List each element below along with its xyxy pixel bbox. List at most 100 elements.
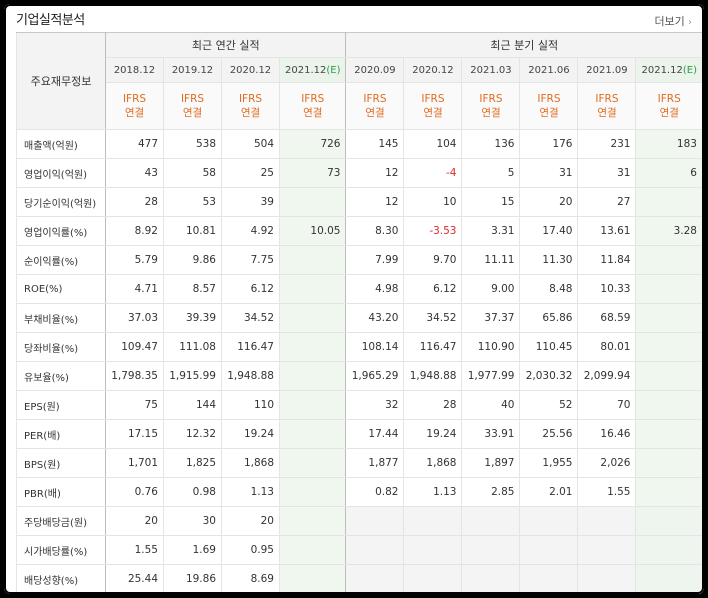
ifrs-consolidated-label: 연결 (659, 107, 679, 119)
quarter-value-cell: 27 (577, 187, 637, 217)
quarter-value-cell: 12 (345, 158, 405, 188)
annual-value-cell: 111.08 (163, 332, 222, 362)
more-link[interactable]: 더보기 › (654, 13, 692, 29)
annual-value-cell: 0.76 (105, 477, 164, 507)
annual-period-header: 2021.12(E) (279, 57, 347, 83)
quarter-period-header: 2021.06 (519, 57, 579, 83)
ifrs-basis: IFRS 연결 (519, 82, 579, 130)
period-label: 2021.12 (285, 64, 327, 76)
table-row: 매출액(억원) 477 538 504 726 145 104 136 176 231 183 (16, 129, 703, 159)
quarter-value-cell: 183 (635, 129, 703, 159)
ifrs-basis: IFRS 연결 (461, 82, 521, 130)
annual-value-cell: 39 (221, 187, 280, 217)
annual-value-cell: 8.69 (221, 564, 280, 594)
quarter-value-cell: 25.56 (519, 419, 579, 449)
quarter-value-cell (345, 535, 405, 565)
annual-value-cell: 20 (221, 506, 280, 536)
annual-value-cell: 39.39 (163, 303, 222, 333)
annual-value-cell: 25 (221, 158, 280, 188)
quarter-value-cell: 2.85 (461, 477, 521, 507)
annual-value-cell: 0.95 (221, 535, 280, 565)
row-label: 영업이익률(%) (16, 216, 106, 246)
quarter-value-cell: 11.84 (577, 245, 637, 275)
quarter-value-cell (635, 448, 703, 478)
quarter-value-cell: 43.20 (345, 303, 405, 333)
ifrs-basis: IFRS 연결 (221, 82, 280, 130)
row-label: 순이익률(%) (16, 245, 106, 275)
row-label: 시가배당률(%) (16, 535, 106, 565)
annual-period-header: 2018.12 (105, 57, 164, 83)
ifrs-consolidated-label: 연결 (423, 107, 443, 119)
quarter-value-cell (635, 332, 703, 362)
table-row: 순이익률(%) 5.79 9.86 7.75 7.99 9.70 11.11 11.30 11.… (16, 245, 703, 275)
quarter-value-cell: 2,099.94 (577, 361, 637, 391)
quarter-value-cell: -4 (403, 158, 463, 188)
quarter-value-cell: 34.52 (403, 303, 463, 333)
annual-value-cell (279, 187, 347, 217)
corner-header: 주요재무정보 (16, 32, 106, 130)
row-label: 영업이익(억원) (16, 158, 106, 188)
quarter-value-cell (403, 535, 463, 565)
annual-value-cell: 73 (279, 158, 347, 188)
quarter-value-cell (635, 535, 703, 565)
quarter-value-cell: 1,977.99 (461, 361, 521, 391)
ifrs-consolidated-label: 연결 (240, 107, 261, 119)
quarter-value-cell: 31 (577, 158, 637, 188)
period-label: 2021.03 (470, 64, 512, 76)
quarter-value-cell (461, 564, 521, 594)
quarter-value-cell: 28 (403, 390, 463, 420)
row-label: 유보율(%) (16, 361, 106, 391)
quarter-value-cell (635, 564, 703, 594)
quarter-period-header: 2020.09 (345, 57, 405, 83)
quarter-value-cell: 1,965.29 (345, 361, 405, 391)
quarter-value-cell (635, 274, 703, 304)
annual-value-cell: 0.98 (163, 477, 222, 507)
row-label: 당기순이익(억원) (16, 187, 106, 217)
quarter-value-cell: 6.12 (403, 274, 463, 304)
row-label: 매출액(억원) (16, 129, 106, 159)
ifrs-basis: IFRS 연결 (635, 82, 703, 130)
period-label: 2020.09 (354, 64, 396, 76)
table-row: 당기순이익(억원) 28 53 39 12 10 15 20 27 (16, 187, 703, 217)
ifrs-label: IFRS (180, 93, 205, 105)
quarter-value-cell: 52 (519, 390, 579, 420)
annual-value-cell (279, 448, 347, 478)
annual-value-cell: 1,915.99 (163, 361, 222, 391)
ifrs-label: IFRS (122, 93, 147, 105)
annual-value-cell (279, 274, 347, 304)
ifrs-consolidated-label: 연결 (365, 107, 385, 119)
estimate-mark: (E) (682, 64, 697, 76)
quarter-value-cell: 116.47 (403, 332, 463, 362)
ifrs-basis: IFRS 연결 (279, 82, 347, 130)
annual-value-cell (279, 506, 347, 536)
annual-value-cell: 110 (221, 390, 280, 420)
table-row: 시가배당률(%) 1.55 1.69 0.95 (16, 535, 703, 565)
financial-summary-panel: 기업실적분석 더보기 › 주요재무정보 최근 연간 실적 최근 분기 실적 20… (4, 4, 704, 594)
quarter-value-cell: -3.53 (403, 216, 463, 246)
quarter-value-cell: 5 (461, 158, 521, 188)
quarter-value-cell (635, 245, 703, 275)
quarter-value-cell: 3.31 (461, 216, 521, 246)
quarter-period-header: 2021.12(E) (635, 57, 703, 83)
period-label: 2018.12 (113, 64, 156, 76)
quarter-value-cell (461, 535, 521, 565)
quarter-value-cell (519, 535, 579, 565)
quarter-value-cell: 20 (519, 187, 579, 217)
row-label: PER(배) (16, 419, 106, 449)
annual-value-cell: 4.92 (221, 216, 280, 246)
ifrs-basis: IFRS 연결 (105, 82, 164, 130)
annual-value-cell: 4.71 (105, 274, 164, 304)
ifrs-label: IFRS (238, 93, 263, 105)
quarter-value-cell (635, 477, 703, 507)
quarter-value-cell: 12 (345, 187, 405, 217)
quarter-value-cell (461, 506, 521, 536)
annual-value-cell: 19.24 (221, 419, 280, 449)
quarter-value-cell: 19.24 (403, 419, 463, 449)
quarter-value-cell: 40 (461, 390, 521, 420)
section-title: 기업실적분석 (16, 13, 85, 28)
ifrs-basis: IFRS 연결 (345, 82, 405, 130)
annual-value-cell: 109.47 (105, 332, 164, 362)
annual-value-cell: 8.57 (163, 274, 222, 304)
row-label: 부채비율(%) (16, 303, 106, 333)
annual-value-cell (279, 535, 347, 565)
